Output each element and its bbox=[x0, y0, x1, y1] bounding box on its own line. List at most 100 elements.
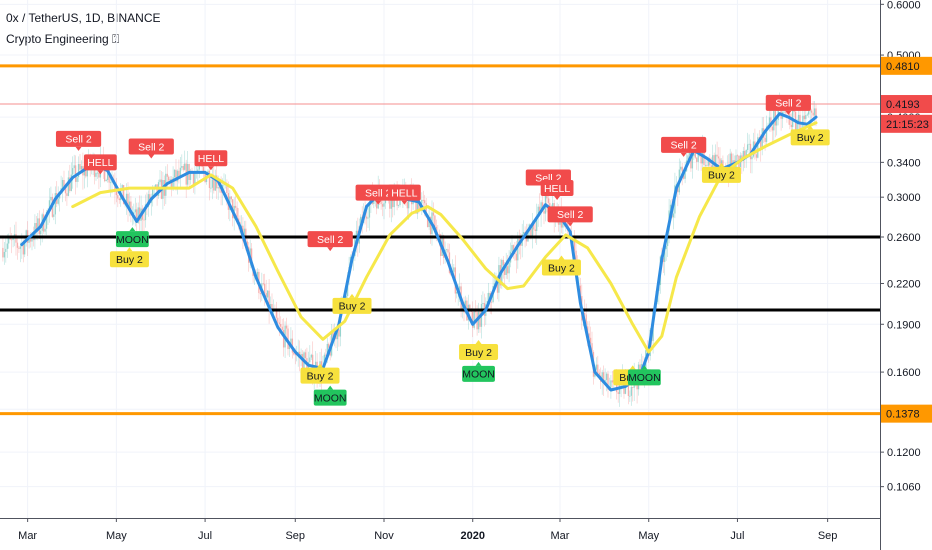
candle-body bbox=[538, 206, 541, 213]
y-tick-label: 0.3400 bbox=[887, 157, 921, 169]
candle-body bbox=[6, 243, 8, 249]
candle-body bbox=[19, 246, 22, 249]
signal-pointer bbox=[126, 247, 133, 252]
candle-body bbox=[597, 364, 599, 373]
signal-text: Sell 2 bbox=[317, 234, 343, 246]
candle-body bbox=[797, 114, 800, 124]
candle-body bbox=[285, 325, 288, 329]
candle-body bbox=[95, 172, 97, 177]
candle-body bbox=[178, 170, 180, 178]
signal-pointer bbox=[785, 110, 792, 115]
candle-body bbox=[243, 228, 246, 242]
signal-sell: HELL bbox=[540, 180, 574, 201]
candle-body bbox=[64, 186, 67, 194]
price-label-box bbox=[881, 404, 932, 423]
candle-body bbox=[218, 187, 221, 189]
signal-moon: MOON bbox=[462, 361, 495, 382]
y-tick-label: 0.1200 bbox=[887, 447, 921, 459]
candle-body bbox=[208, 170, 211, 188]
candle-body bbox=[118, 198, 120, 201]
candle-body bbox=[307, 362, 310, 373]
candle-body bbox=[796, 123, 798, 132]
candle-body bbox=[540, 202, 542, 213]
candle-body bbox=[328, 343, 330, 348]
signal-sell: Sell 2 bbox=[55, 130, 102, 151]
candle-body bbox=[610, 380, 612, 388]
candle-body bbox=[755, 154, 758, 158]
candle-body bbox=[482, 302, 484, 304]
signal-box bbox=[701, 166, 741, 183]
candle-body bbox=[783, 111, 785, 113]
x-tick-label: May bbox=[106, 530, 127, 542]
candle-body bbox=[355, 230, 358, 240]
candle-body bbox=[69, 177, 71, 191]
indicator-lines bbox=[20, 112, 818, 392]
candle-body bbox=[234, 205, 237, 208]
candle-body bbox=[810, 110, 813, 113]
candle-body bbox=[12, 237, 14, 241]
candle-body bbox=[202, 166, 205, 172]
candle-body bbox=[543, 211, 545, 214]
candle-body bbox=[691, 156, 694, 169]
signal-text: HELL bbox=[544, 183, 570, 195]
signal-box bbox=[462, 365, 495, 382]
signal-box bbox=[55, 130, 102, 147]
signal-pointer bbox=[327, 247, 334, 252]
candle-body bbox=[383, 203, 385, 207]
signal-box bbox=[300, 367, 340, 384]
candle-body bbox=[105, 179, 107, 182]
signal-pointer bbox=[807, 125, 814, 130]
candle-body bbox=[74, 165, 77, 182]
candle-body bbox=[16, 242, 19, 248]
candle-body bbox=[617, 392, 619, 395]
candle-body bbox=[458, 286, 461, 290]
signal-sell: Sell 2 bbox=[661, 136, 707, 157]
candle-body bbox=[149, 194, 151, 203]
signal-text: HELL bbox=[391, 187, 417, 199]
candle-body bbox=[584, 312, 586, 315]
signal-text: Sell 2 bbox=[775, 98, 801, 110]
candle-body bbox=[688, 151, 691, 156]
candle-body bbox=[575, 250, 577, 263]
candle-body bbox=[172, 177, 174, 188]
signal-sell: Sell 2 bbox=[765, 94, 811, 115]
candle-body bbox=[508, 262, 510, 274]
price-axis[interactable]: 0.60000.50000.40000.34000.30000.26000.22… bbox=[880, 0, 932, 550]
candle-body bbox=[290, 338, 292, 346]
candle-body bbox=[338, 329, 340, 337]
price-label-text: 0.1378 bbox=[886, 409, 920, 421]
price-label-box bbox=[881, 114, 932, 133]
signal-box bbox=[661, 136, 707, 153]
price-axis-bg bbox=[880, 0, 932, 550]
signal-text: Sell 2 bbox=[557, 209, 583, 221]
candle-body bbox=[672, 213, 675, 218]
candle-body bbox=[134, 209, 136, 213]
candle-body bbox=[504, 265, 506, 275]
candle-body bbox=[757, 137, 759, 158]
signal-box bbox=[547, 206, 593, 223]
price-label-red: 21:15:23 bbox=[881, 114, 932, 133]
candle-body bbox=[780, 103, 782, 119]
candle-body bbox=[86, 167, 88, 177]
candle-body bbox=[61, 180, 64, 189]
candle-body bbox=[170, 179, 173, 188]
candle-body bbox=[256, 271, 259, 280]
time-axis[interactable]: Mar May Jul Sep Nov 2020 Mar May Jul Sep bbox=[0, 518, 880, 542]
candle-body bbox=[45, 211, 48, 229]
signal-pointer bbox=[148, 154, 155, 159]
candle-body bbox=[806, 114, 808, 116]
candle-body bbox=[154, 184, 157, 187]
candle-body bbox=[210, 187, 212, 189]
candle-body bbox=[768, 117, 771, 126]
candle-body bbox=[746, 144, 749, 150]
signal-box bbox=[332, 297, 372, 314]
indicator-name[interactable]: Crypto Engineering ⍰ bbox=[6, 32, 120, 46]
x-tick-label: Mar bbox=[551, 530, 570, 542]
signal-sell: Sell 2 bbox=[128, 138, 174, 159]
candle-body bbox=[730, 153, 733, 166]
signal-pointer bbox=[554, 196, 561, 201]
candle-body bbox=[10, 239, 13, 241]
candle-body bbox=[456, 291, 458, 294]
signal-text: MOON bbox=[628, 372, 661, 384]
